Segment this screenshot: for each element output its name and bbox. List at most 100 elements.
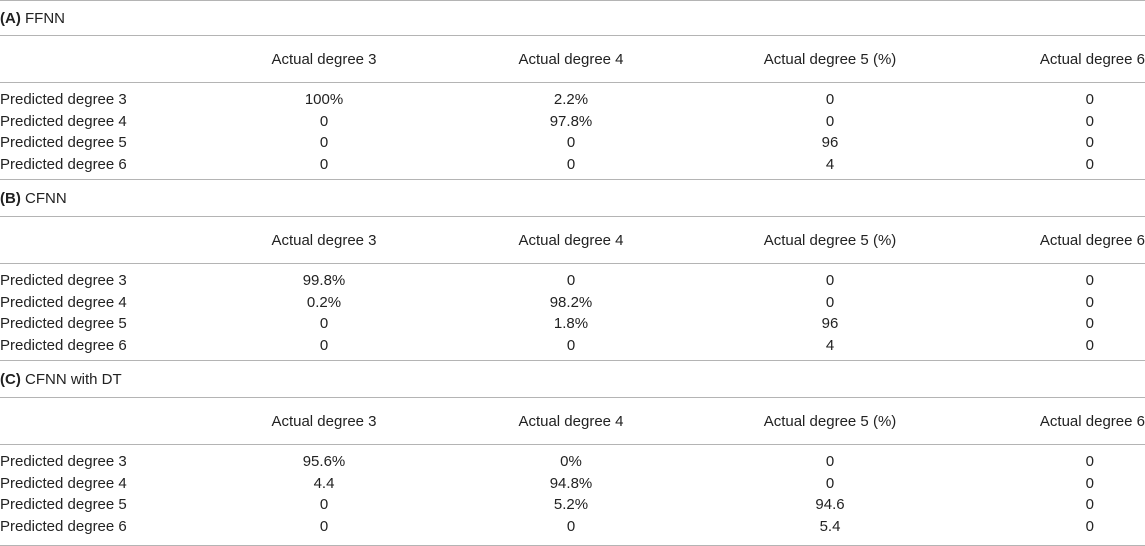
section-cfnn: (B) CFNN Actual degree 3 Actual degree 4…: [0, 179, 1145, 360]
column-header: Actual degree 5 (%): [763, 231, 897, 249]
table-cell: 0: [825, 474, 835, 492]
column-header: Actual degree 6: [1039, 231, 1145, 249]
row-label: Predicted degree 6: [0, 517, 127, 535]
row-label: Predicted degree 4: [0, 293, 127, 311]
column-header: Actual degree 5 (%): [763, 412, 897, 430]
row-label: Predicted degree 4: [0, 474, 127, 492]
table-cell: 0: [825, 453, 835, 471]
column-header: Actual degree 6: [1039, 412, 1145, 430]
table-cell: 0: [1085, 474, 1094, 492]
table-cell: 0: [319, 134, 329, 152]
table-row: Predicted degree 3 95.6% 0% 0 0: [0, 451, 1145, 473]
table-row: Predicted degree 6 0 0 5.4 0: [0, 516, 1145, 538]
section-title: (B) CFNN: [0, 179, 1145, 217]
table-cell: 0: [1085, 315, 1094, 333]
table-cell: 0: [1085, 336, 1094, 354]
table-cell: 0: [1085, 155, 1094, 173]
table-cell: 0: [319, 496, 329, 514]
table-row: Predicted degree 5 0 5.2% 94.6 0: [0, 494, 1145, 516]
table-cell: 0: [825, 293, 835, 311]
table-row: Predicted degree 6 0 0 4 0: [0, 335, 1145, 357]
table-cell: 5.4: [819, 517, 841, 535]
row-label: Predicted degree 6: [0, 155, 127, 173]
section-letter: (C): [0, 371, 21, 388]
table-cell: 4: [825, 336, 835, 354]
table-cell: 5.2%: [553, 496, 589, 514]
row-label: Predicted degree 5: [0, 496, 127, 514]
table-cell: 4: [825, 155, 835, 173]
column-header: Actual degree 4: [518, 412, 624, 430]
table-cell: 0: [319, 155, 329, 173]
table-cell: 0: [1085, 91, 1094, 109]
table-cell: 0: [319, 336, 329, 354]
table-cell: 0: [1085, 272, 1094, 290]
row-label: Predicted degree 6: [0, 336, 127, 354]
row-label: Predicted degree 4: [0, 112, 127, 130]
table-cell: 96: [821, 134, 839, 152]
table-cell: 0: [1085, 517, 1094, 535]
section-ffnn: (A) FFNN Actual degree 3 Actual degree 4…: [0, 0, 1145, 179]
table-cell: 0: [1085, 453, 1094, 471]
column-header: Actual degree 3: [271, 231, 377, 249]
table-row: Predicted degree 3 99.8% 0 0 0: [0, 270, 1145, 292]
section-name: CFNN: [25, 190, 67, 207]
table-cell: 100%: [304, 91, 344, 109]
column-header-row: Actual degree 3 Actual degree 4 Actual d…: [0, 36, 1145, 83]
table-cell: 0: [566, 336, 576, 354]
table-cell: 4.4: [313, 474, 335, 492]
table-row: Predicted degree 4 0.2% 98.2% 0 0: [0, 292, 1145, 314]
column-header-row: Actual degree 3 Actual degree 4 Actual d…: [0, 217, 1145, 264]
table-cell: 0: [1085, 293, 1094, 311]
table-row: Predicted degree 6 0 0 4 0: [0, 154, 1145, 176]
table-cell: 0: [825, 91, 835, 109]
column-header: Actual degree 4: [518, 231, 624, 249]
table-cell: 95.6%: [302, 453, 346, 471]
table-row: Predicted degree 3 100% 2.2% 0 0: [0, 89, 1145, 111]
table-cell: 0: [1085, 496, 1094, 514]
column-header: Actual degree 3: [271, 50, 377, 68]
table-cell: 0: [566, 134, 576, 152]
table-cell: 94.6: [815, 496, 845, 514]
section-name: CFNN with DT: [25, 371, 122, 388]
table-cell: 0: [1085, 134, 1094, 152]
table-cell: 97.8%: [549, 112, 593, 130]
section-title: (A) FFNN: [0, 0, 1145, 36]
row-label: Predicted degree 5: [0, 315, 127, 333]
table-cell: 0: [319, 315, 329, 333]
section-title: (C) CFNN with DT: [0, 360, 1145, 398]
section-cfnn-with-dt: (C) CFNN with DT Actual degree 3 Actual …: [0, 360, 1145, 546]
column-header-row: Actual degree 3 Actual degree 4 Actual d…: [0, 398, 1145, 445]
table-cell: 0: [319, 517, 329, 535]
row-label: Predicted degree 3: [0, 453, 127, 471]
table-row: Predicted degree 4 4.4 94.8% 0 0: [0, 473, 1145, 495]
table-cell: 0: [1085, 112, 1094, 130]
table-cell: 0: [319, 112, 329, 130]
table-cell: 0: [566, 517, 576, 535]
table-row: Predicted degree 4 0 97.8% 0 0: [0, 111, 1145, 133]
table-cell: 0: [566, 155, 576, 173]
table-cell: 96: [821, 315, 839, 333]
row-label: Predicted degree 5: [0, 134, 127, 152]
table-cell: 0%: [560, 453, 582, 471]
table-cell: 98.2%: [549, 293, 593, 311]
table-cell: 0: [825, 272, 835, 290]
table-cell: 2.2%: [553, 91, 589, 109]
table-cell: 94.8%: [549, 474, 593, 492]
table-cell: 0: [566, 272, 576, 290]
table-row: Predicted degree 5 0 1.8% 96 0: [0, 313, 1145, 335]
column-header: Actual degree 3: [271, 412, 377, 430]
row-label: Predicted degree 3: [0, 272, 127, 290]
section-letter: (A): [0, 10, 21, 27]
table-row: Predicted degree 5 0 0 96 0: [0, 132, 1145, 154]
section-letter: (B): [0, 190, 21, 207]
row-label: Predicted degree 3: [0, 91, 127, 109]
column-header: Actual degree 6: [1039, 50, 1145, 68]
column-header: Actual degree 4: [518, 50, 624, 68]
column-header: Actual degree 5 (%): [763, 50, 897, 68]
table-cell: 0: [825, 112, 835, 130]
table-cell: 99.8%: [302, 272, 346, 290]
section-name: FFNN: [25, 10, 65, 27]
table-cell: 1.8%: [553, 315, 589, 333]
table-cell: 0.2%: [306, 293, 342, 311]
